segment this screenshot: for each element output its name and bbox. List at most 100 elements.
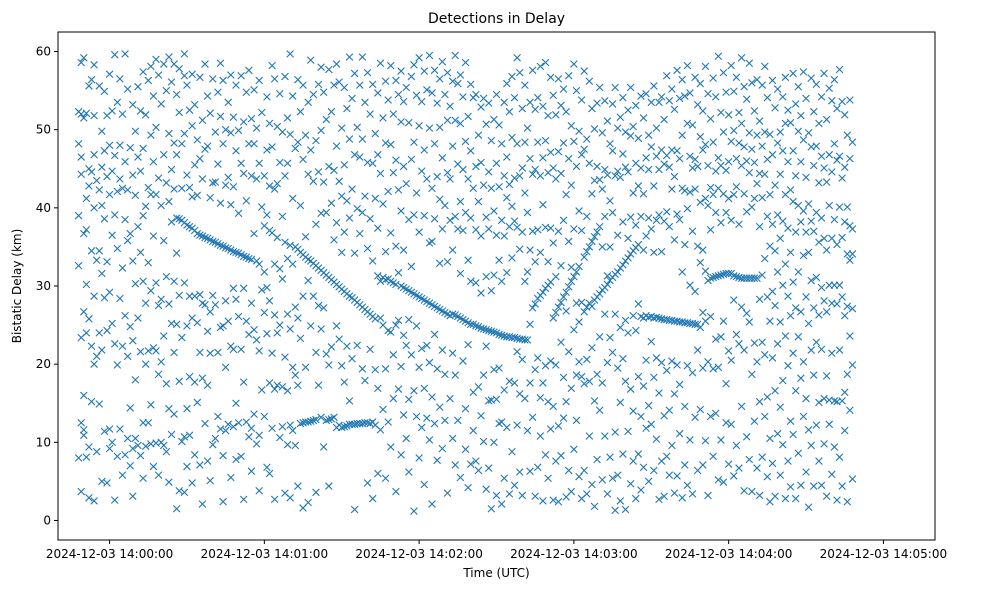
detection-marker [580, 253, 588, 261]
detection-marker [459, 165, 467, 174]
x-tick-label: 2024-12-03 14:02:00 [355, 547, 482, 561]
detection-marker [446, 216, 454, 225]
detection-marker [797, 157, 805, 166]
detection-marker [492, 395, 501, 404]
detection-marker [655, 314, 663, 322]
detection-marker [559, 293, 568, 301]
detection-marker [745, 318, 754, 326]
detection-marker [760, 170, 769, 179]
detection-marker [425, 436, 434, 444]
detection-marker [129, 444, 137, 453]
detection-marker [750, 194, 759, 203]
detection-marker [809, 482, 818, 490]
detection-marker [484, 397, 493, 405]
detection-marker [652, 124, 661, 132]
detection-marker [165, 478, 173, 486]
detection-marker [497, 331, 506, 340]
detection-marker [451, 461, 460, 469]
detection-marker [696, 323, 705, 332]
detection-marker [838, 174, 846, 182]
detection-marker [523, 426, 532, 435]
detection-marker [768, 459, 777, 468]
detection-marker [417, 97, 426, 106]
detection-marker [402, 83, 411, 92]
detection-marker [644, 131, 653, 139]
detection-marker [255, 76, 263, 85]
detection-marker [423, 341, 431, 350]
y-tick-label: 50 [36, 123, 51, 137]
detection-marker [224, 420, 233, 429]
detection-marker [304, 498, 312, 507]
detection-marker [208, 179, 217, 187]
detection-marker [379, 405, 387, 414]
detection-marker [696, 198, 705, 207]
detection-marker [322, 208, 331, 217]
detection-marker [711, 208, 720, 217]
detection-marker [399, 162, 408, 171]
detection-marker [136, 248, 145, 257]
detection-marker [686, 188, 694, 197]
detection-marker [799, 136, 808, 144]
detection-marker [812, 142, 821, 150]
detection-marker [642, 356, 650, 365]
detection-marker [327, 199, 336, 207]
detection-marker [582, 490, 591, 498]
detection-marker [719, 68, 728, 77]
detection-marker [802, 228, 810, 236]
detection-marker [817, 152, 826, 161]
detection-marker [838, 482, 846, 490]
detection-marker [804, 503, 813, 511]
detection-marker [575, 318, 583, 326]
detection-marker [786, 417, 795, 425]
detection-marker [760, 128, 769, 136]
detection-marker [835, 152, 844, 161]
detection-marker [358, 135, 367, 143]
detection-marker [665, 163, 674, 171]
detection-marker [784, 224, 792, 232]
detection-marker [624, 234, 632, 243]
detection-marker [784, 157, 792, 166]
detection-marker [722, 418, 730, 427]
detection-marker [701, 62, 710, 71]
detection-marker [144, 183, 153, 192]
detection-marker [170, 185, 178, 193]
detection-marker [348, 354, 356, 363]
detection-marker [513, 139, 521, 148]
detection-marker [753, 179, 761, 188]
detection-marker [567, 384, 576, 393]
detection-marker [196, 348, 204, 357]
detection-marker [593, 455, 601, 464]
detection-marker [817, 283, 826, 292]
detection-marker [405, 118, 413, 127]
detection-marker [327, 343, 336, 351]
detection-marker [544, 257, 552, 266]
detection-marker [216, 199, 225, 207]
detection-marker [325, 65, 333, 74]
detection-marker [740, 346, 748, 354]
detection-marker [820, 164, 828, 172]
detection-marker [232, 147, 240, 155]
detection-marker [616, 173, 625, 182]
detection-marker [77, 58, 86, 67]
detection-marker [570, 445, 578, 454]
detection-marker [397, 118, 405, 126]
detection-marker [80, 391, 88, 400]
detection-marker [505, 107, 514, 116]
detection-marker [121, 157, 129, 166]
detection-marker [797, 111, 805, 120]
detection-marker [779, 281, 787, 290]
detection-marker [490, 207, 498, 215]
detection-marker [410, 61, 418, 69]
detection-marker [619, 450, 627, 458]
detection-marker [660, 115, 668, 124]
detection-marker [441, 416, 449, 425]
detection-marker [288, 260, 297, 268]
detection-marker [123, 186, 132, 194]
detection-marker [846, 406, 854, 415]
detection-marker [719, 478, 728, 486]
detection-marker [134, 153, 142, 161]
detection-marker [144, 258, 153, 267]
detection-marker [234, 312, 243, 321]
detection-marker [126, 404, 135, 412]
